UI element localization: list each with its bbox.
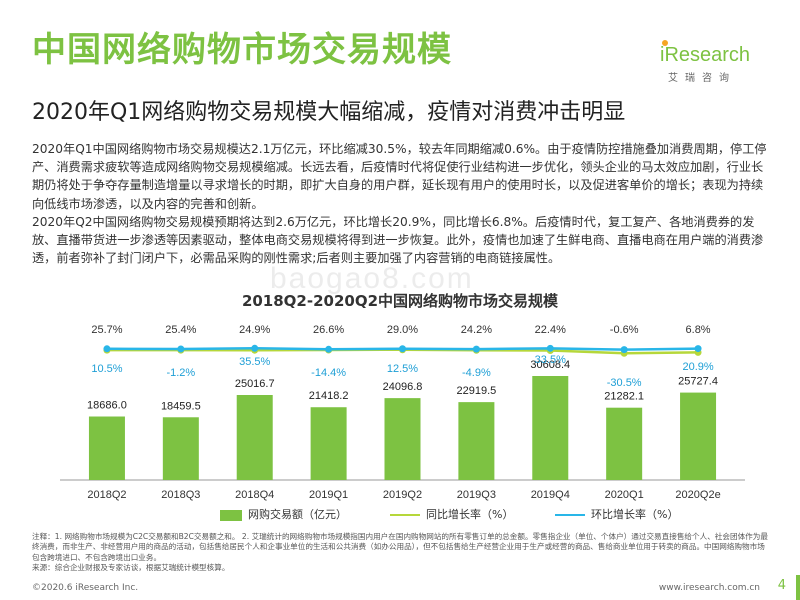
x-tick-2018Q4: 2018Q4: [235, 489, 274, 501]
chart-title: 2018Q2-2020Q2中国网络购物市场交易规模: [241, 292, 559, 310]
qoq-point-2019Q3: [472, 345, 480, 353]
bar-2018Q2: [88, 416, 125, 480]
iresearch-logo: iResearch 艾瑞咨询: [660, 40, 756, 88]
bar-label-2020Q1: 21282.1: [604, 391, 644, 403]
qoq-label-2019Q1: -14.4%: [311, 367, 346, 379]
legend-bar-swatch-icon: [220, 509, 242, 521]
logo-word: iResearch: [660, 44, 751, 66]
watermark: baogao8.com: [270, 262, 474, 295]
bar-2019Q3: [458, 402, 495, 480]
bar-2019Q2: [384, 398, 421, 480]
yoy-label-2019Q3: 24.2%: [461, 324, 492, 336]
legend-item-qoq: 环比增长率（%）: [555, 506, 678, 522]
yoy-label-2019Q1: 26.6%: [313, 324, 344, 336]
x-tick-2019Q2: 2019Q2: [383, 489, 422, 501]
bar-2020Q2e: [680, 392, 717, 480]
bar-label-2018Q2: 18686.0: [87, 400, 127, 412]
paragraph-1: 2020年Q1中国网络购物市场交易规模达2.1万亿元，环比缩减30.5%，较去年…: [32, 142, 767, 211]
qoq-label-2018Q3: -1.2%: [166, 367, 195, 379]
page-title: 中国网络购物市场交易规模: [32, 30, 452, 70]
yoy-label-2018Q4: 24.9%: [239, 324, 270, 336]
legend-yoy-label: 同比增长率（%）: [426, 508, 514, 521]
qoq-point-2018Q2: [103, 345, 111, 353]
bar-2018Q3: [162, 417, 199, 480]
bar-2018Q4: [236, 394, 273, 480]
bar-label-2019Q4: 30608.4: [530, 359, 570, 371]
legend-bar-label: 网购交易额（亿元）: [248, 508, 347, 521]
bar-label-2019Q2: 24096.8: [383, 381, 423, 393]
bar-label-2018Q4: 25016.7: [235, 378, 275, 390]
corner-accent: [796, 575, 800, 600]
qoq-point-2019Q1: [325, 345, 333, 353]
x-tick-2020Q2e: 2020Q2e: [675, 489, 720, 501]
x-tick-2020Q1: 2020Q1: [605, 489, 644, 501]
qoq-point-2020Q2e: [694, 345, 702, 353]
qoq-label-2019Q4: 33.5%: [535, 354, 566, 366]
bar-2020Q1: [606, 407, 643, 480]
page-number: 4: [777, 578, 786, 593]
qoq-point-2019Q2: [399, 345, 406, 353]
paragraph-2: 2020年Q2中国网络购物交易规模预期将达到2.6万亿元，环比增长20.9%，同…: [32, 215, 764, 266]
legend-item-bar: 网购交易额（亿元）: [220, 506, 347, 522]
legend-qoq-label: 环比增长率（%）: [591, 508, 679, 521]
qoq-label-2018Q4: 35.5%: [239, 356, 270, 368]
bar-2019Q1: [310, 407, 347, 480]
bar-label-2020Q2e: 25727.4: [678, 376, 718, 388]
qoq-point-2018Q4: [251, 344, 259, 352]
notes-line-1: 注释：1. 网络购物市场规模为C2C交易额和B2C交易额之和。 2. 艾瑞统计的…: [32, 532, 768, 562]
qoq-point-2019Q4: [546, 344, 554, 352]
legend-item-yoy: 同比增长率（%）: [390, 506, 513, 522]
yoy-label-2020Q1: -0.6%: [610, 324, 639, 336]
x-tick-2019Q1: 2019Q1: [309, 489, 348, 501]
legend-yoy-line-icon: [390, 514, 420, 516]
x-tick-2019Q4: 2019Q4: [531, 489, 570, 501]
notes-line-2: 来源：综合企业财报及专家访谈，根据艾瑞统计模型核算。: [32, 563, 230, 573]
qoq-point-2018Q3: [177, 345, 185, 353]
x-tick-2018Q2: 2018Q2: [87, 489, 126, 501]
bar-label-2019Q1: 21418.2: [309, 390, 349, 402]
yoy-label-2019Q4: 22.4%: [535, 324, 566, 336]
x-tick-2019Q3: 2019Q3: [457, 489, 496, 501]
qoq-label-2019Q3: -4.9%: [462, 367, 491, 379]
x-tick-2018Q3: 2018Q3: [161, 489, 200, 501]
page-subtitle: 2020年Q1网络购物交易规模大幅缩减，疫情对消费冲击明显: [32, 100, 626, 125]
qoq-label-2019Q2: 12.5%: [387, 363, 418, 375]
qoq-label-2018Q2: 10.5%: [91, 363, 122, 375]
footer-website: www.iresearch.com.cn: [658, 583, 760, 593]
chart-notes: 注释：1. 网络购物市场规模为C2C交易额和B2C交易额之和。 2. 艾瑞统计的…: [32, 532, 772, 574]
qoq-label-2020Q1: -30.5%: [607, 377, 642, 389]
bar-2019Q4: [532, 376, 569, 480]
qoq-label-2020Q2e: 20.9%: [682, 361, 713, 373]
yoy-label-2020Q2e: 6.8%: [686, 324, 711, 336]
qoq-point-2020Q1: [620, 346, 628, 354]
yoy-label-2018Q2: 25.7%: [91, 324, 122, 336]
footer-copyright: ©2020.6 iResearch Inc.: [32, 583, 139, 593]
logo-dot-icon: [662, 40, 668, 46]
logo-subtitle: 艾瑞咨询: [668, 73, 736, 84]
yoy-label-2018Q3: 25.4%: [165, 324, 196, 336]
bar-label-2019Q3: 22919.5: [457, 385, 497, 397]
bar-label-2018Q3: 18459.5: [161, 400, 201, 412]
yoy-label-2019Q2: 29.0%: [387, 324, 418, 336]
legend-qoq-line-icon: [555, 514, 585, 516]
